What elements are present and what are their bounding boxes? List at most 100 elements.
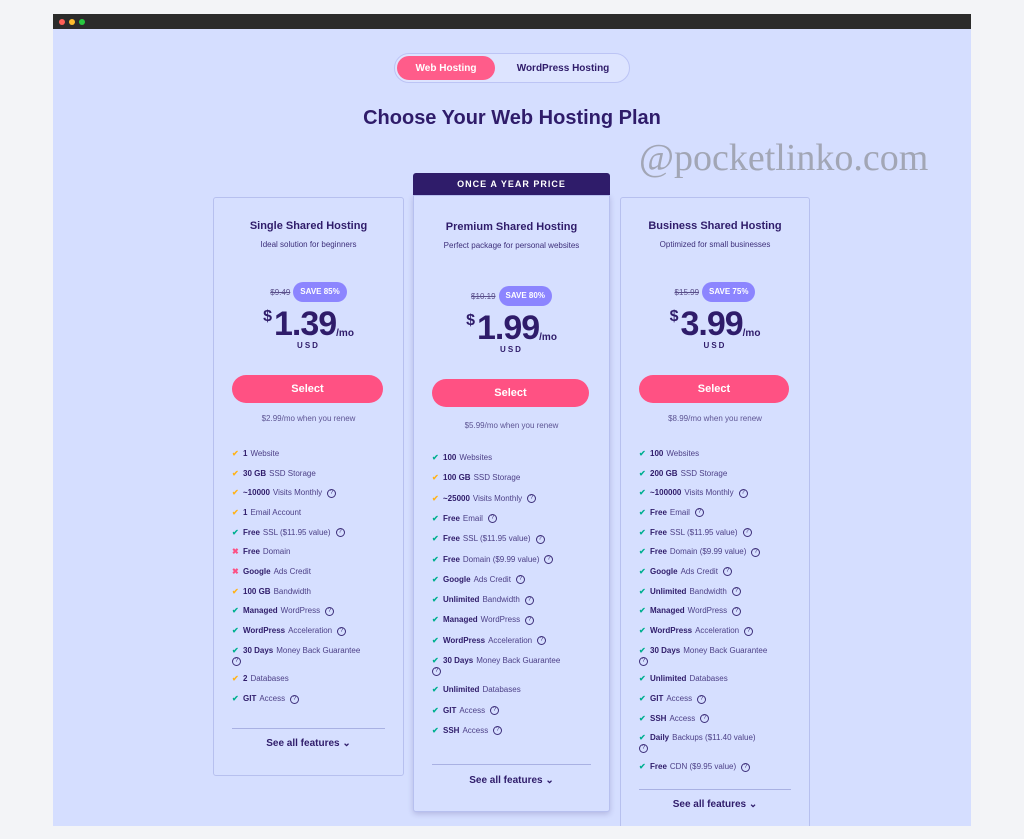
feature-bold: Daily: [650, 733, 670, 743]
feature-list: ✔ 100 Websites ✔ 100 GB SSD Storage ✔ ~2…: [432, 448, 591, 741]
feature-text: Access: [669, 713, 696, 723]
feature-text: Website: [250, 448, 280, 458]
help-icon[interactable]: ?: [525, 615, 535, 625]
help-icon[interactable]: ?: [290, 694, 300, 704]
feature-item: ✔ SSH Access ?: [639, 709, 791, 729]
feature-item: ✔ 100 GB SSD Storage: [432, 468, 591, 488]
check-icon: ✔: [432, 534, 439, 544]
feature-item: ✔ GIT Access ?: [232, 689, 385, 709]
help-icon[interactable]: ?: [535, 534, 545, 544]
feature-item: ✔ Free Email ?: [432, 509, 591, 529]
feature-text: Databases: [250, 674, 289, 684]
feature-item: ✔ Google Ads Credit ?: [432, 570, 591, 590]
feature-text: Email: [462, 513, 483, 523]
feature-item: ✔ Managed WordPress ?: [639, 602, 791, 622]
help-icon[interactable]: ?: [327, 488, 337, 498]
help-icon[interactable]: ?: [232, 656, 241, 666]
help-icon[interactable]: ?: [738, 488, 748, 498]
feature-bold: Unlimited: [443, 685, 480, 695]
feature-bold: Unlimited: [650, 586, 687, 596]
feature-item: ✔ 1 Website: [232, 444, 385, 464]
check-icon: ✔: [232, 606, 239, 616]
feature-bold: 100: [650, 448, 664, 458]
feature-bold: Free: [650, 547, 667, 557]
plan-title: Single Shared Hosting: [249, 220, 368, 232]
maximize-window-dot[interactable]: [79, 19, 85, 25]
help-icon[interactable]: ?: [524, 595, 534, 605]
feature-item: ✔ 100 Websites: [639, 444, 791, 464]
feature-text: Email Account: [250, 507, 302, 517]
see-all-features-link[interactable]: See all features ⌄: [621, 798, 809, 812]
help-icon[interactable]: ?: [751, 547, 761, 557]
window-titlebar: [53, 14, 971, 29]
tab-web-hosting[interactable]: Web Hosting: [397, 56, 495, 80]
select-button[interactable]: Select: [232, 375, 383, 403]
help-icon[interactable]: ?: [487, 514, 497, 524]
help-icon[interactable]: ?: [697, 694, 707, 704]
select-button[interactable]: Select: [639, 375, 789, 403]
see-all-features-link[interactable]: See all features ⌄: [214, 737, 403, 751]
help-icon[interactable]: ?: [731, 587, 741, 597]
feature-item: ✔ Unlimited Bandwidth ?: [639, 582, 791, 602]
help-icon[interactable]: ?: [700, 714, 710, 724]
feature-text: Access: [459, 705, 486, 715]
original-price: $15.99: [674, 287, 700, 297]
help-icon[interactable]: ?: [335, 528, 345, 538]
feature-bold: SSH: [443, 725, 460, 735]
feature-bold: 100: [443, 453, 457, 463]
discount-row: $10.19 SAVE 80%: [414, 286, 609, 306]
feature-item: ✔ Free SSL ($11.95 value) ?: [232, 523, 385, 543]
help-icon[interactable]: ?: [493, 726, 503, 736]
check-icon: ✔: [432, 655, 439, 665]
help-icon[interactable]: ?: [732, 606, 742, 616]
feature-text: SSL ($11.95 value): [462, 534, 531, 544]
renewal-price: $2.99/mo when you renew: [261, 414, 356, 423]
check-partial-icon: ✔: [432, 493, 439, 503]
feature-bold: ~10000: [243, 488, 270, 498]
tab-wordpress-hosting[interactable]: WordPress Hosting: [516, 62, 610, 74]
feature-bold: Free: [650, 762, 667, 772]
help-icon[interactable]: ?: [722, 567, 732, 577]
currency-symbol: $: [263, 308, 272, 325]
minimize-window-dot[interactable]: [69, 19, 75, 25]
original-price: $9.49: [270, 287, 291, 297]
help-icon[interactable]: ?: [325, 606, 335, 616]
feature-bold: 1: [243, 507, 248, 517]
feature-list: ✔ 100 Websites ✔ 200 GB SSD Storage ✔ ~1…: [639, 444, 791, 777]
check-icon: ✔: [639, 507, 646, 517]
help-icon[interactable]: ?: [744, 626, 754, 636]
currency-label: USD: [703, 341, 727, 350]
help-icon[interactable]: ?: [694, 508, 704, 518]
check-icon: ✔: [432, 615, 439, 625]
help-icon[interactable]: ?: [527, 494, 537, 504]
check-icon: ✔: [432, 513, 439, 523]
currency-symbol: $: [669, 308, 679, 325]
help-icon[interactable]: ?: [741, 762, 751, 772]
price: $ 3.99 /mo: [621, 304, 809, 342]
help-icon[interactable]: ?: [544, 555, 554, 565]
check-icon: ✔: [232, 645, 239, 655]
feature-text: WordPress: [280, 606, 321, 616]
feature-text: Money Back Guarantee: [476, 655, 561, 665]
close-window-dot[interactable]: [59, 19, 65, 25]
feature-bold: WordPress: [243, 626, 286, 636]
help-icon[interactable]: ?: [337, 626, 347, 636]
check-icon: ✔: [639, 626, 646, 636]
feature-item: ✔ 1 Email Account: [232, 503, 385, 523]
help-icon[interactable]: ?: [639, 744, 648, 754]
price-period: /mo: [539, 332, 557, 343]
check-icon: ✔: [639, 606, 646, 616]
select-button[interactable]: Select: [432, 379, 589, 407]
see-all-features-link[interactable]: See all features ⌄: [414, 774, 609, 788]
renewal-price: $5.99/mo when you renew: [464, 421, 559, 430]
help-icon[interactable]: ?: [432, 666, 441, 676]
price-amount: 1.99: [476, 309, 540, 347]
help-icon[interactable]: ?: [490, 706, 500, 716]
help-icon[interactable]: ?: [742, 528, 752, 538]
check-icon: ✔: [432, 453, 439, 463]
feature-bold: 30 Days: [243, 645, 274, 655]
help-icon[interactable]: ?: [537, 636, 547, 646]
help-icon[interactable]: ?: [639, 656, 648, 666]
feature-text: Backups ($11.40 value): [672, 733, 756, 743]
help-icon[interactable]: ?: [515, 575, 525, 585]
